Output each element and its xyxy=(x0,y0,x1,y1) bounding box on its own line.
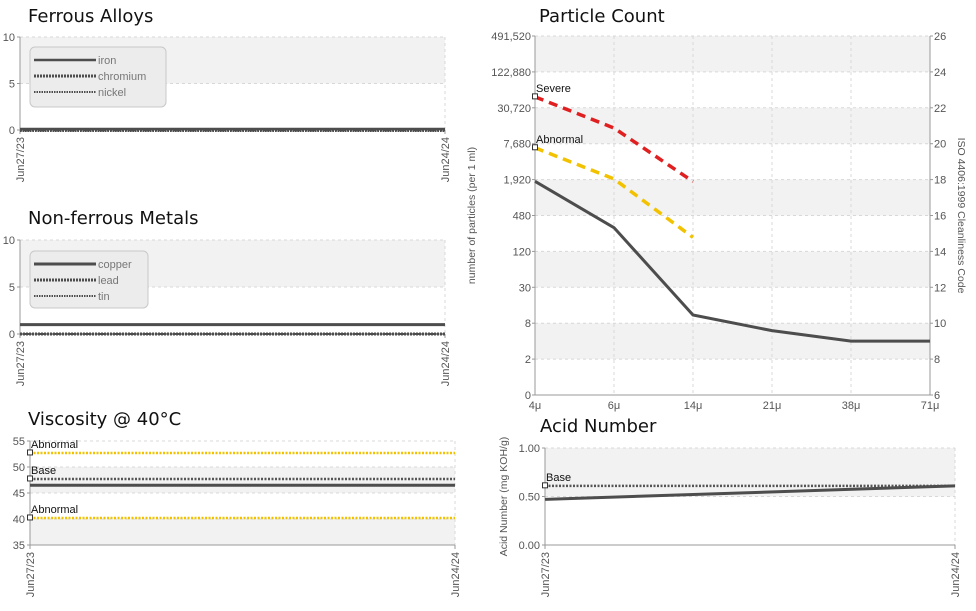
viscosity-ref-marker xyxy=(27,514,33,521)
particle-ref-marker xyxy=(532,93,538,100)
particle-y-tick-label: 7,680 xyxy=(503,139,531,151)
particle-y2-tick-label: 10 xyxy=(934,318,946,330)
acid-title: Acid Number xyxy=(540,416,657,437)
particle-band xyxy=(535,107,930,144)
particle-band xyxy=(535,36,930,72)
particle-x-tick-label: 14μ xyxy=(684,400,703,412)
acid-x-tick-label: Jun27/23 xyxy=(540,552,552,597)
viscosity-y-tick-label: 55 xyxy=(13,436,25,448)
particle-y2-tick-label: 8 xyxy=(934,354,940,366)
viscosity-y-tick-label: 35 xyxy=(13,540,25,552)
particle-y-tick-label: 120 xyxy=(513,246,531,258)
nonferrous-chart: 0 5 10 Jun27/23 Jun24/24 copper lead tin xyxy=(3,235,452,386)
ferrous-legend-label: nickel xyxy=(98,87,126,99)
particle-y2-tick-label: 24 xyxy=(934,67,946,79)
nonferrous-y-tick-label: 10 xyxy=(3,235,15,247)
particle-y-tick-label: 30 xyxy=(519,282,531,294)
viscosity-ref-label: Base xyxy=(31,465,56,477)
nonferrous-y-tick-label: 0 xyxy=(9,329,15,341)
nonferrous-legend-label: lead xyxy=(98,275,119,287)
ferrous-y-tick-label: 10 xyxy=(3,32,15,44)
ferrous-y-tick-label: 0 xyxy=(9,125,15,137)
viscosity-ref-marker xyxy=(27,475,33,482)
viscosity-chart: 35 40 45 50 55 Jun27/23 Jun24/24 Abnormal Base Ab… xyxy=(13,436,462,597)
particle-y-tick-label: 30,720 xyxy=(497,103,531,115)
viscosity-y-tick-label: 45 xyxy=(13,488,25,500)
acid-y-axis-label: Acid Number (mg KOH/g) xyxy=(498,437,510,557)
particle-y-tick-label: 0 xyxy=(525,390,531,402)
particle-y2-tick-label: 20 xyxy=(934,139,946,151)
particle-y-tick-label: 491,520 xyxy=(491,31,531,43)
particle-x-tick-label: 71μ xyxy=(921,400,940,412)
viscosity-x-tick-label: Jun27/23 xyxy=(25,552,37,597)
particle-x-tick-label: 6μ xyxy=(608,400,620,412)
particle-y2-tick-label: 14 xyxy=(934,246,946,258)
acid-series-line xyxy=(544,484,956,501)
ferrous-y-tick-label: 5 xyxy=(9,79,15,91)
particle-y2-tick-label: 22 xyxy=(934,103,946,115)
ferrous-x-tick-label: Jun27/23 xyxy=(15,137,27,182)
ferrous-legend-label: chromium xyxy=(98,71,146,83)
particle-band xyxy=(535,251,930,288)
ferrous-chart: 0 5 10 Jun27/23 Jun24/24 iron chromium nickel xyxy=(3,32,452,182)
viscosity-y-tick-label: 40 xyxy=(13,514,25,526)
particle-y2-tick-label: 26 xyxy=(934,31,946,43)
acid-ref-marker xyxy=(542,482,548,489)
particle-y2-tick-label: 18 xyxy=(934,175,946,187)
particle-x-tick-label: 21μ xyxy=(763,400,782,412)
particle-y2-tick-label: 6 xyxy=(934,390,940,402)
particle-band xyxy=(535,179,930,216)
particle-y-tick-label: 480 xyxy=(513,211,531,223)
viscosity-ref-marker xyxy=(27,449,33,456)
viscosity-band xyxy=(30,519,455,545)
nonferrous-x-tick-label: Jun27/23 xyxy=(15,341,27,386)
particle-ref-marker xyxy=(532,144,538,151)
particle-y-tick-label: 122,880 xyxy=(491,67,531,79)
nonferrous-x-tick-label: Jun24/24 xyxy=(440,341,452,386)
particle-ref-label: Abnormal xyxy=(536,134,583,146)
acid-chart: 0.00 0.50 1.00 Jun27/23 Jun24/24 Acid Number … xyxy=(498,437,962,598)
particle-y2-tick-label: 12 xyxy=(934,282,946,294)
viscosity-x-tick-label: Jun24/24 xyxy=(450,552,462,597)
particle-ref-label: Severe xyxy=(536,83,571,95)
particle-chart: 0 2 8 30 120 480 1,920 7,680 30,720 122,880 491,52… xyxy=(466,31,967,412)
nonferrous-y-tick-label: 5 xyxy=(9,282,15,294)
acid-x-tick-label: Jun24/24 xyxy=(950,552,962,597)
ferrous-legend-label: iron xyxy=(98,55,116,67)
ferrous-x-tick-label: Jun24/24 xyxy=(440,137,452,182)
particle-y-axis-label: number of particles (per 1 ml) xyxy=(466,147,478,284)
particle-y-tick-label: 1,920 xyxy=(503,175,531,187)
particle-y2-axis-label: ISO 4406:1999 Cleanliness Code xyxy=(955,138,967,294)
viscosity-title: Viscosity @ 40°C xyxy=(28,409,182,430)
viscosity-y-tick-label: 50 xyxy=(13,462,25,474)
particle-y2-tick-label: 16 xyxy=(934,211,946,223)
acid-y-tick-label: 0.50 xyxy=(519,492,540,504)
viscosity-ref-label: Abnormal xyxy=(31,504,78,516)
nonferrous-legend-label: tin xyxy=(98,291,110,303)
particle-x-tick-label: 38μ xyxy=(842,400,861,412)
ferrous-title: Ferrous Alloys xyxy=(28,6,154,27)
particle-title: Particle Count xyxy=(539,6,665,27)
acid-y-tick-label: 0.00 xyxy=(519,540,540,552)
particle-x-tick-label: 4μ xyxy=(529,400,541,412)
viscosity-ref-label: Abnormal xyxy=(31,439,78,451)
acid-ref-label: Base xyxy=(546,472,571,484)
particle-y-tick-label: 8 xyxy=(525,318,531,330)
particle-y-tick-label: 2 xyxy=(525,354,531,366)
nonferrous-legend-label: copper xyxy=(98,259,132,271)
nonferrous-title: Non-ferrous Metals xyxy=(28,208,199,229)
acid-y-tick-label: 1.00 xyxy=(519,443,540,455)
particle-ref-line xyxy=(534,146,695,239)
particle-series-line xyxy=(534,179,930,343)
